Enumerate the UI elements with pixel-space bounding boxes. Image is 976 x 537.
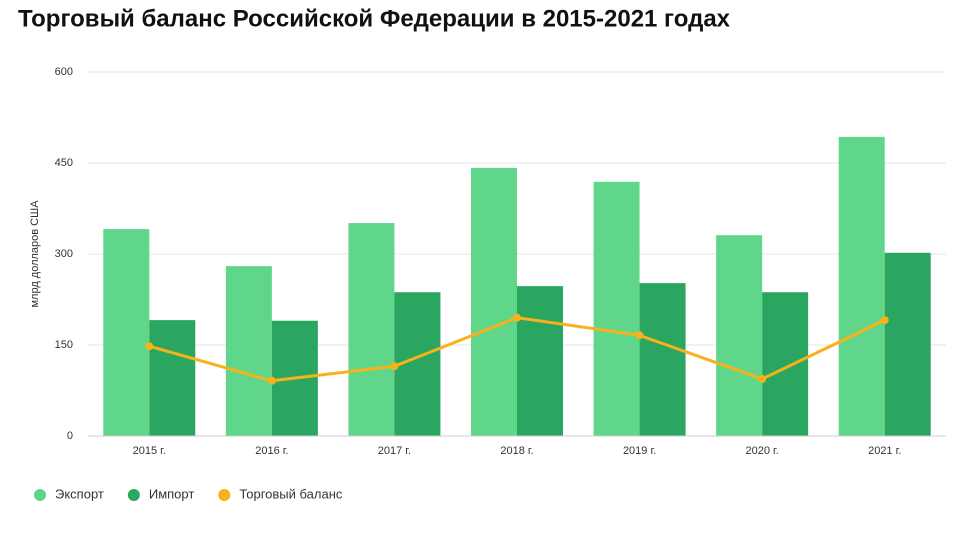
bar bbox=[517, 286, 563, 436]
bar bbox=[716, 235, 763, 436]
bar bbox=[639, 283, 686, 436]
bar bbox=[225, 266, 272, 436]
line-point bbox=[267, 376, 276, 385]
y-tick-label: 150 bbox=[55, 339, 73, 351]
line-point bbox=[635, 331, 644, 340]
x-tick-label: 2016 г. bbox=[255, 445, 288, 457]
bar bbox=[149, 320, 196, 436]
legend-marker bbox=[34, 489, 46, 501]
y-axis-label: млрд долларов США bbox=[29, 200, 41, 308]
line-point bbox=[390, 362, 399, 371]
legend-label: Экспорт bbox=[55, 486, 104, 501]
legend-marker bbox=[127, 489, 140, 501]
x-tick-label: 2019 г. bbox=[623, 445, 656, 457]
bar bbox=[103, 229, 150, 436]
x-tick-label: 2015 г. bbox=[133, 445, 166, 457]
bar bbox=[838, 136, 885, 436]
line-point bbox=[758, 374, 767, 383]
bar bbox=[593, 181, 640, 436]
legend-label: Торговый баланс bbox=[239, 486, 343, 501]
bar bbox=[762, 292, 809, 436]
y-tick-label: 600 bbox=[55, 66, 73, 78]
y-tick-label: 450 bbox=[55, 157, 73, 169]
x-tick-label: 2018 г. bbox=[500, 445, 533, 457]
bar bbox=[348, 223, 395, 436]
bar bbox=[471, 167, 517, 436]
x-tick-label: 2017 г. bbox=[378, 445, 411, 457]
line-point bbox=[880, 316, 889, 325]
y-tick-label: 0 bbox=[67, 430, 73, 442]
legend-label: Импорт bbox=[149, 486, 194, 501]
line-point bbox=[145, 342, 154, 351]
x-tick-label: 2021 г. bbox=[868, 445, 901, 457]
x-tick-label: 2020 г. bbox=[746, 445, 779, 457]
y-tick-label: 300 bbox=[55, 248, 73, 260]
chart-title: Торговый баланс Российской Федерации в 2… bbox=[18, 5, 731, 32]
legend-marker bbox=[218, 489, 231, 501]
line-point bbox=[513, 313, 521, 322]
bar bbox=[884, 252, 931, 436]
